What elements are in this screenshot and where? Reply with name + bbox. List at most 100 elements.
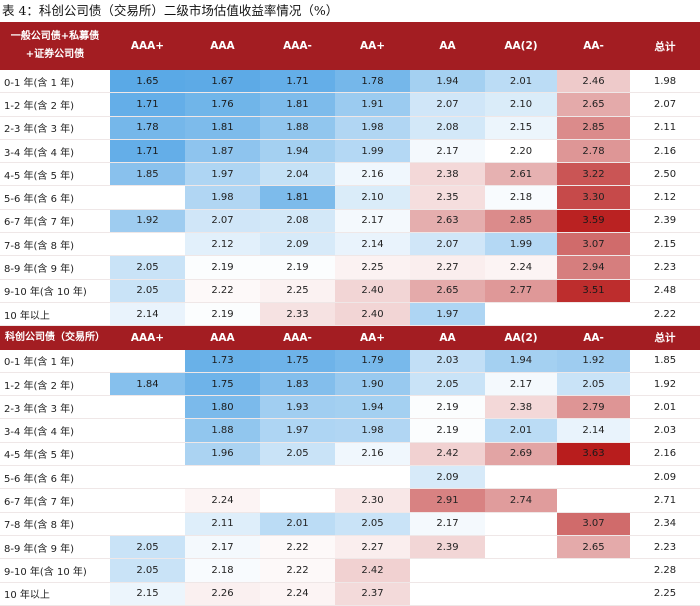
section-header-row: 一般公司债+私募债+证券公司债 AAA+ AAA AAA- AA+ AA AA(2) AA- 总… [0, 22, 700, 70]
column-header: AAA- [283, 40, 312, 52]
value-cell: 1.94 [410, 70, 485, 93]
value-cell: 2.14 [335, 233, 410, 256]
value-cell: 1.94 [260, 139, 335, 163]
total-cell: 2.12 [653, 192, 677, 204]
value-cell: 2.19 [260, 256, 335, 279]
row-label: 3-4 年(含 4 年) [4, 147, 75, 159]
value-cell: 2.91 [410, 489, 485, 512]
value-cell: 2.07 [185, 209, 260, 233]
table-row: 1-2 年(含 2 年) 1.84 1.75 1.83 1.90 2.05 2.17 2.05… [0, 372, 700, 397]
value-cell: 2.12 [185, 233, 260, 256]
value-cell: 2.11 [185, 512, 260, 535]
table-row: 8-9 年(含 9 年) 2.05 2.19 2.19 2.25 2.27 2.24 2.94… [0, 256, 700, 280]
yield-table: 一般公司债+私募债+证券公司债 AAA+ AAA AAA- AA+ AA AA(2) AA- 总… [0, 22, 700, 606]
column-header: AA(2) [504, 40, 538, 52]
row-label: 0-1 年(含 1 年) [4, 357, 75, 369]
total-cell: 2.15 [653, 238, 677, 250]
value-cell: 2.22 [260, 535, 335, 559]
total-cell: 1.92 [653, 378, 677, 390]
value-cell: 2.01 [260, 512, 335, 535]
value-cell: 2.10 [335, 186, 410, 209]
value-cell: 1.71 [110, 93, 185, 116]
value-cell: 1.73 [185, 349, 260, 372]
value-cell [485, 466, 557, 488]
value-cell [485, 513, 557, 535]
value-cell: 2.79 [557, 396, 630, 419]
column-header: AA [439, 40, 456, 52]
table-row: 5-6 年(含 6 年) 2.09 2.09 [0, 466, 700, 490]
value-cell: 2.65 [557, 93, 630, 116]
value-cell: 2.74 [485, 489, 557, 512]
column-header: AAA [210, 331, 235, 344]
value-cell: 1.71 [260, 70, 335, 93]
value-cell: 2.19 [410, 419, 485, 442]
total-cell: 2.50 [653, 168, 677, 180]
table-row: 6-7 年(含 7 年) 2.24 2.30 2.91 2.74 2.71 [0, 489, 700, 513]
value-cell: 2.05 [335, 512, 410, 535]
total-cell: 2.16 [653, 145, 677, 157]
value-cell [110, 396, 185, 418]
value-cell [110, 350, 185, 372]
row-label: 7-8 年(含 8 年) [4, 240, 75, 252]
value-cell: 2.37 [335, 582, 410, 605]
value-cell [110, 513, 185, 535]
total-cell: 2.09 [653, 471, 677, 483]
table-row: 5-6 年(含 6 年) 1.98 1.81 2.10 2.35 2.18 3.30 2.12 [0, 186, 700, 210]
value-cell: 1.88 [260, 116, 335, 139]
value-cell: 1.94 [485, 349, 557, 372]
value-cell: 3.51 [557, 279, 630, 302]
value-cell: 2.05 [557, 372, 630, 396]
table-row: 0-1 年(含 1 年) 1.65 1.67 1.71 1.78 1.94 2.01 2.46… [0, 70, 700, 94]
table-row: 9-10 年(含 10 年) 2.05 2.22 2.25 2.40 2.65 2.77 3.… [0, 279, 700, 303]
value-cell [260, 466, 335, 488]
value-cell [485, 303, 557, 325]
table-row: 8-9 年(含 9 年) 2.05 2.17 2.22 2.27 2.39 2.65 2.23 [0, 535, 700, 560]
value-cell [110, 489, 185, 511]
value-cell: 1.97 [410, 302, 485, 326]
value-cell [485, 536, 557, 558]
total-cell: 2.16 [653, 448, 677, 460]
table-row: 4-5 年(含 5 年) 1.85 1.97 2.04 2.16 2.38 2.61 3.22… [0, 163, 700, 187]
table-row: 9-10 年(含 10 年) 2.05 2.18 2.22 2.42 2.28 [0, 559, 700, 583]
table-row: 1-2 年(含 2 年) 1.71 1.76 1.81 1.91 2.07 2.10 2.65… [0, 93, 700, 117]
value-cell [410, 559, 485, 581]
value-cell: 2.08 [260, 209, 335, 233]
total-cell: 1.98 [653, 75, 677, 87]
row-label: 3-4 年(含 4 年) [4, 427, 75, 439]
value-cell [110, 466, 185, 488]
value-cell: 2.17 [185, 535, 260, 559]
value-cell: 2.05 [110, 279, 185, 302]
value-cell [260, 489, 335, 511]
value-cell: 2.09 [260, 233, 335, 256]
column-header: AA(2) [504, 331, 538, 344]
total-cell: 2.01 [653, 401, 677, 413]
value-cell: 3.22 [557, 163, 630, 186]
value-cell: 1.87 [185, 139, 260, 163]
value-cell: 1.79 [335, 349, 410, 372]
value-cell: 1.80 [185, 396, 260, 419]
section-title: 一般公司债+私募债+证券公司债 [10, 31, 100, 60]
value-cell: 3.63 [557, 442, 630, 466]
value-cell: 2.05 [110, 256, 185, 279]
value-cell [410, 583, 485, 605]
row-label: 0-1 年(含 1 年) [4, 77, 75, 89]
row-label: 4-5 年(含 5 年) [4, 170, 75, 182]
value-cell: 2.22 [185, 279, 260, 302]
value-cell: 2.33 [260, 302, 335, 326]
row-label: 2-3 年(含 3 年) [4, 403, 75, 415]
value-cell: 1.81 [185, 116, 260, 139]
total-cell: 2.07 [653, 98, 677, 110]
value-cell: 1.67 [185, 70, 260, 93]
value-cell [557, 489, 630, 511]
table-row: 0-1 年(含 1 年) 1.73 1.75 1.79 2.03 1.94 1.92 1.85 [0, 349, 700, 373]
column-header: AAA [210, 40, 235, 52]
value-cell: 1.93 [260, 396, 335, 419]
value-cell: 2.05 [110, 535, 185, 559]
row-label: 10 年以上 [4, 590, 50, 602]
row-label: 2-3 年(含 3 年) [4, 124, 75, 136]
value-cell [110, 443, 185, 465]
value-cell: 2.08 [410, 116, 485, 139]
value-cell: 2.17 [485, 372, 557, 396]
value-cell: 2.26 [185, 582, 260, 605]
column-header: AA+ [359, 331, 386, 344]
